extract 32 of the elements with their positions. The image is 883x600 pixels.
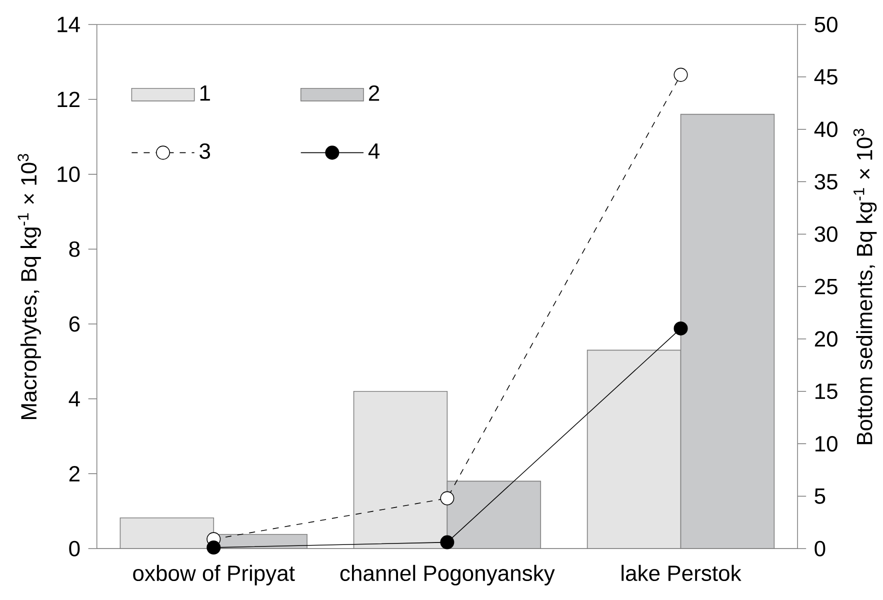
- y-tick-label: 4: [68, 391, 80, 406]
- x-tick-label: oxbow of Pripyat: [133, 564, 295, 586]
- y-tick-label: 6: [69, 316, 80, 332]
- y2-tick-label: 15: [815, 384, 838, 400]
- y-tick-label: 12: [58, 92, 80, 108]
- legend-label: 3: [200, 143, 210, 159]
- y-tick-label: 14: [58, 16, 80, 32]
- point: [674, 322, 688, 336]
- legend-label: 4: [368, 144, 380, 159]
- y2-tick-label: 10: [815, 436, 838, 452]
- y2-tick-label: 40: [814, 122, 838, 138]
- y2-tick-label: 20: [814, 331, 838, 347]
- x-tick-label: lake Perstok: [622, 564, 742, 582]
- y2-tick-label: 45: [814, 69, 838, 85]
- point: [440, 535, 454, 550]
- legend-label: 2: [369, 85, 380, 101]
- point: [206, 540, 221, 555]
- point: [440, 491, 454, 506]
- y2-tick-label: 5: [814, 488, 826, 504]
- y-tick-label: 10: [58, 166, 80, 182]
- legend-label: 1: [200, 86, 210, 101]
- y2-tick-label: 35: [814, 174, 838, 190]
- y2-tick-label: 25: [814, 278, 838, 294]
- y-axis-title: Macrophytes, Bq kg$^{-1}$ × 10$^{3}$: [18, 154, 41, 420]
- y-tick-label: 0: [69, 540, 80, 556]
- y2-axis-title: Bottom sediments, Bq kg$^{-1}$ × 10$^{3}$: [853, 128, 877, 444]
- y2-tick-label: 0: [814, 540, 826, 556]
- y-tick-label: 8: [69, 241, 80, 257]
- y2-tick-label: 30: [814, 226, 838, 242]
- y2-tick-label: 50: [814, 16, 838, 32]
- y-tick-label: 2: [69, 466, 80, 482]
- x-tick-label: channel Pogonyansky: [340, 564, 555, 586]
